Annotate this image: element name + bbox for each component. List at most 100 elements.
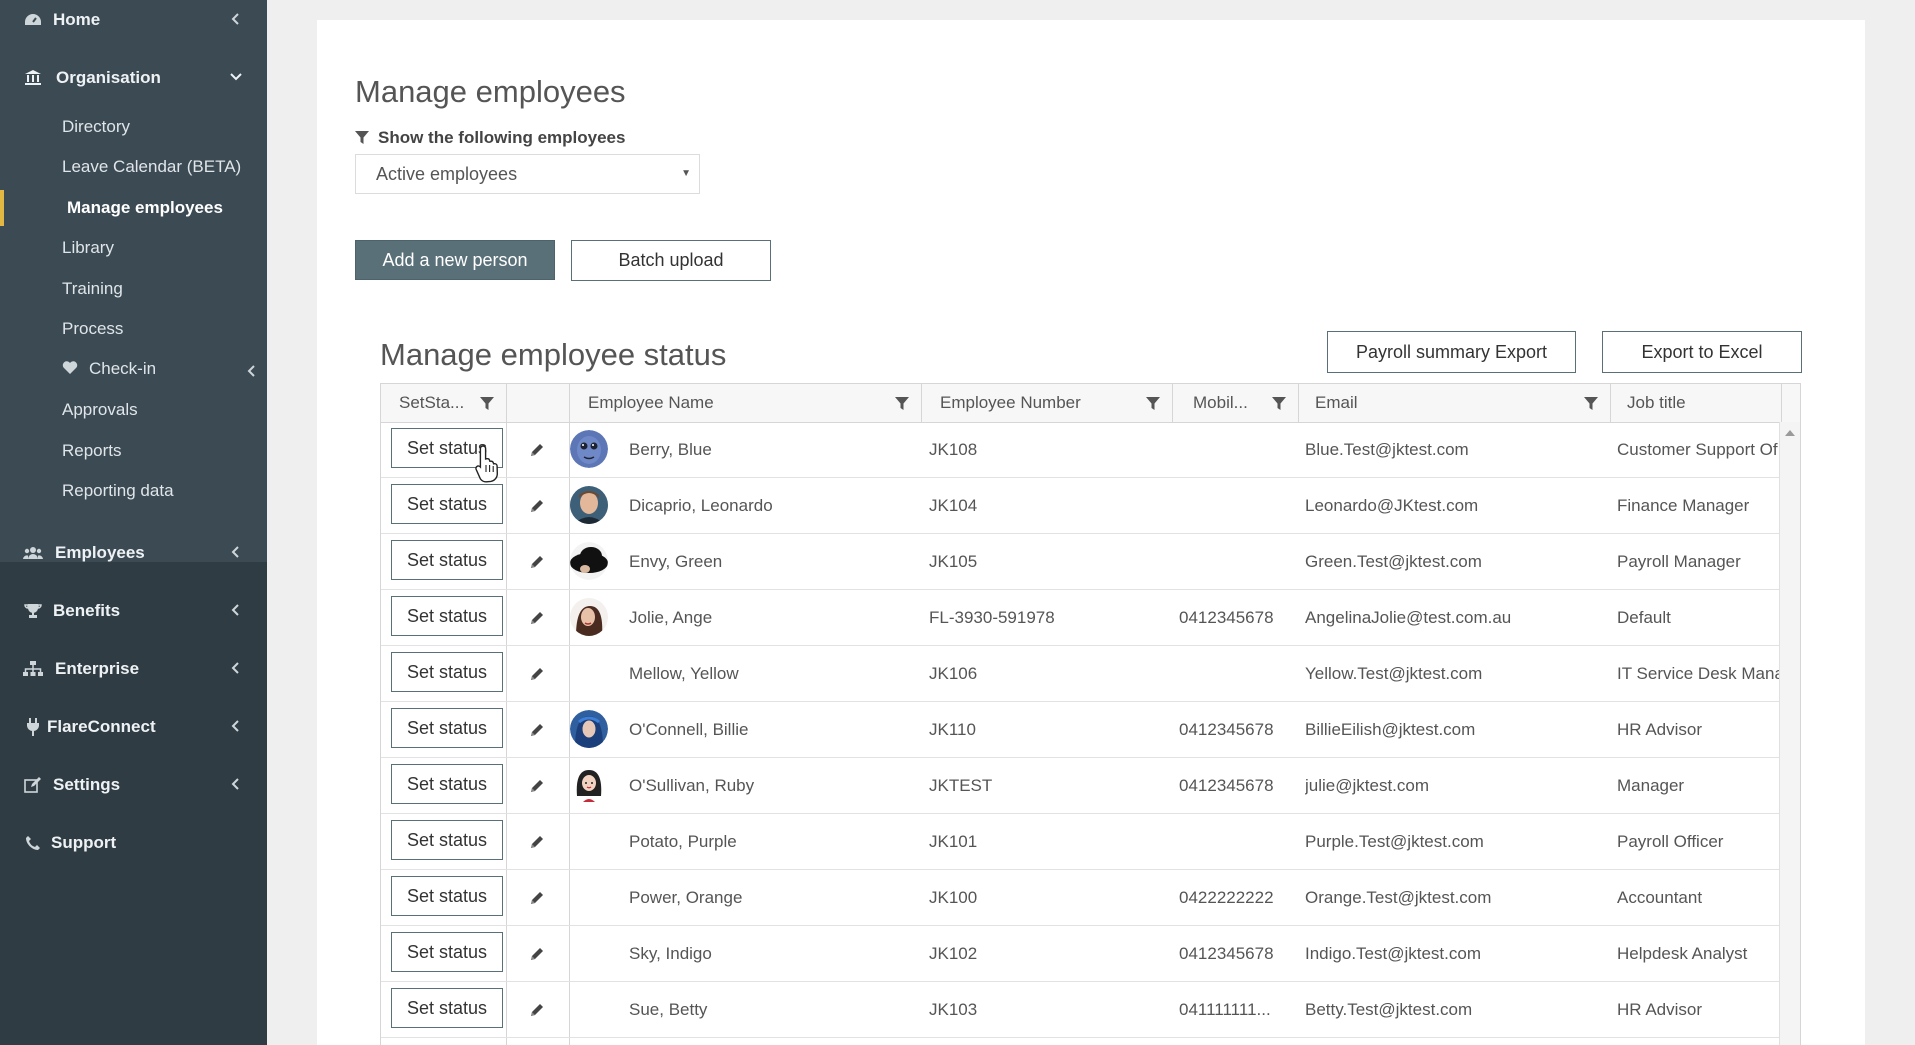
nav-benefits[interactable]: Benefits xyxy=(0,591,267,631)
set-status-button[interactable]: Set status xyxy=(391,652,503,692)
export-to-excel-button[interactable]: Export to Excel xyxy=(1602,331,1802,373)
pencil-icon[interactable] xyxy=(529,498,545,514)
batch-upload-button[interactable]: Batch upload xyxy=(571,240,771,281)
nav-flareconnect-label: FlareConnect xyxy=(47,717,156,736)
employee-name-cell[interactable]: Mellow, Yellow xyxy=(629,664,739,683)
sidebar-item-directory[interactable]: Directory xyxy=(62,117,131,136)
email-cell: Orange.Test@jktest.com xyxy=(1305,888,1492,907)
table-row: Set status O'Sullivan, Ruby JKTEST 04123456… xyxy=(381,758,1782,814)
avatar xyxy=(570,766,608,804)
column-header-label: Employee Name xyxy=(588,393,714,412)
set-status-button[interactable]: Set status xyxy=(391,820,503,860)
filter-label-text: Show the following employees xyxy=(378,128,626,147)
nav-home-bg xyxy=(0,0,267,48)
nav-home[interactable]: Home xyxy=(0,0,267,40)
employee-name-cell[interactable]: Dicaprio, Leonardo xyxy=(629,496,773,515)
pencil-icon[interactable] xyxy=(529,610,545,626)
table-row: Set status Mellow, Yellow JK106 Yellow.Test… xyxy=(381,646,1782,702)
avatar-cell xyxy=(570,534,628,590)
job-title-cell: IT Service Desk Mana xyxy=(1617,664,1782,683)
pencil-icon[interactable] xyxy=(529,834,545,850)
avatar-cell xyxy=(570,758,628,814)
pencil-icon[interactable] xyxy=(529,778,545,794)
filter-icon[interactable] xyxy=(1146,397,1160,411)
set-status-button[interactable]: Set status xyxy=(391,708,503,748)
employee-name-cell[interactable]: Jolie, Ange xyxy=(629,608,713,627)
sidebar-item-reporting-data[interactable]: Reporting data xyxy=(62,481,174,500)
chevron-left-icon xyxy=(227,659,245,677)
employee-number-cell: JK103 xyxy=(929,1000,978,1019)
column-header-employee-number[interactable]: Employee Number xyxy=(922,384,1173,422)
sidebar-item-reports[interactable]: Reports xyxy=(62,441,122,460)
filter-icon[interactable] xyxy=(1584,397,1598,411)
nav-flareconnect[interactable]: FlareConnect xyxy=(0,707,267,747)
employee-filter-value: Active employees xyxy=(376,163,518,184)
set-status-button[interactable]: Set status xyxy=(391,988,503,1028)
filter-icon[interactable] xyxy=(480,397,494,411)
chevron-left-icon xyxy=(227,10,245,28)
employee-name-cell[interactable]: Potato, Purple xyxy=(629,832,737,851)
set-status-button[interactable]: Set status xyxy=(391,876,503,916)
filter-icon[interactable] xyxy=(895,397,909,411)
column-header-email[interactable]: Email xyxy=(1299,384,1611,422)
set-status-button[interactable]: Set status xyxy=(391,484,503,524)
employee-number-cell: JK106 xyxy=(929,664,978,683)
sidebar-item-approvals[interactable]: Approvals xyxy=(62,400,138,419)
mobile-cell xyxy=(1179,534,1297,590)
employee-name-cell[interactable]: Envy, Green xyxy=(629,552,723,571)
scroll-up-arrow-icon[interactable] xyxy=(1785,430,1795,436)
pencil-icon[interactable] xyxy=(529,890,545,906)
employee-name-cell[interactable]: Sky, Indigo xyxy=(629,944,712,963)
pencil-icon[interactable] xyxy=(529,442,545,458)
employee-name-cell[interactable]: Power, Orange xyxy=(629,888,743,907)
pencil-icon[interactable] xyxy=(529,1002,545,1018)
payroll-summary-export-button[interactable]: Payroll summary Export xyxy=(1327,331,1576,373)
sidebar-item-leave-calendar[interactable]: Leave Calendar (BETA) xyxy=(62,157,242,176)
set-status-button[interactable]: Set status xyxy=(391,540,503,580)
employee-name-cell[interactable]: O'Connell, Billie xyxy=(629,720,749,739)
column-header-label: Job title xyxy=(1627,393,1686,412)
pencil-icon[interactable] xyxy=(529,666,545,682)
set-status-button[interactable]: Set status xyxy=(391,932,503,972)
nav-enterprise[interactable]: Enterprise xyxy=(0,649,267,689)
nav-settings[interactable]: Settings xyxy=(0,765,267,805)
column-header-employee-name[interactable]: Employee Name xyxy=(570,384,922,422)
job-title-cell: Default xyxy=(1617,608,1671,627)
mobile-cell: 041111111... xyxy=(1179,1000,1271,1019)
employee-name-cell[interactable]: O'Sullivan, Ruby xyxy=(629,776,755,795)
employee-name-cell[interactable]: Berry, Blue xyxy=(629,440,712,459)
filter-label: Show the following employees xyxy=(355,128,625,148)
set-status-button[interactable]: Set status xyxy=(391,596,503,636)
column-header-label: Mobil... xyxy=(1193,393,1248,412)
table-row: Set status Dicaprio, Leonardo JK104 Leonard… xyxy=(381,478,1782,534)
table-row: Set status Power, Orange JK100 0422222222 Or… xyxy=(381,870,1782,926)
set-status-button[interactable]: Set status xyxy=(391,764,503,804)
column-header-set-status[interactable]: SetSta... xyxy=(381,384,507,422)
nav-support[interactable]: Support xyxy=(0,823,267,863)
employee-number-cell: JK100 xyxy=(929,888,978,907)
column-header-mobile[interactable]: Mobil... xyxy=(1173,384,1299,422)
sidebar-item-check-in[interactable]: Check-in xyxy=(62,354,257,384)
sidebar-item-manage-employees[interactable]: Manage employees xyxy=(67,198,223,217)
sidebar-item-library[interactable]: Library xyxy=(62,238,114,257)
email-cell: Indigo.Test@jktest.com xyxy=(1305,944,1481,963)
employee-number-cell: FL-3930-591978 xyxy=(929,608,1055,627)
pencil-icon[interactable] xyxy=(529,722,545,738)
avatar xyxy=(570,486,608,524)
column-divider xyxy=(569,384,570,1045)
column-header-job-title[interactable]: Job title xyxy=(1611,384,1782,422)
employee-name-cell[interactable]: Sue, Betty xyxy=(629,1000,708,1019)
avatar xyxy=(570,542,608,580)
sidebar-item-process[interactable]: Process xyxy=(62,319,124,338)
filter-icon[interactable] xyxy=(1272,397,1286,411)
pencil-icon[interactable] xyxy=(529,554,545,570)
employee-filter-select[interactable]: Active employees ▼ xyxy=(355,154,700,194)
vertical-scrollbar[interactable] xyxy=(1779,422,1800,1045)
mobile-cell xyxy=(1179,814,1297,870)
sidebar-item-training[interactable]: Training xyxy=(62,279,123,298)
pencil-icon[interactable] xyxy=(529,946,545,962)
add-new-person-button[interactable]: Add a new person xyxy=(355,240,555,280)
nav-employees[interactable]: Employees xyxy=(0,533,267,573)
nav-organisation[interactable]: Organisation xyxy=(0,58,267,98)
avatar xyxy=(570,430,608,468)
